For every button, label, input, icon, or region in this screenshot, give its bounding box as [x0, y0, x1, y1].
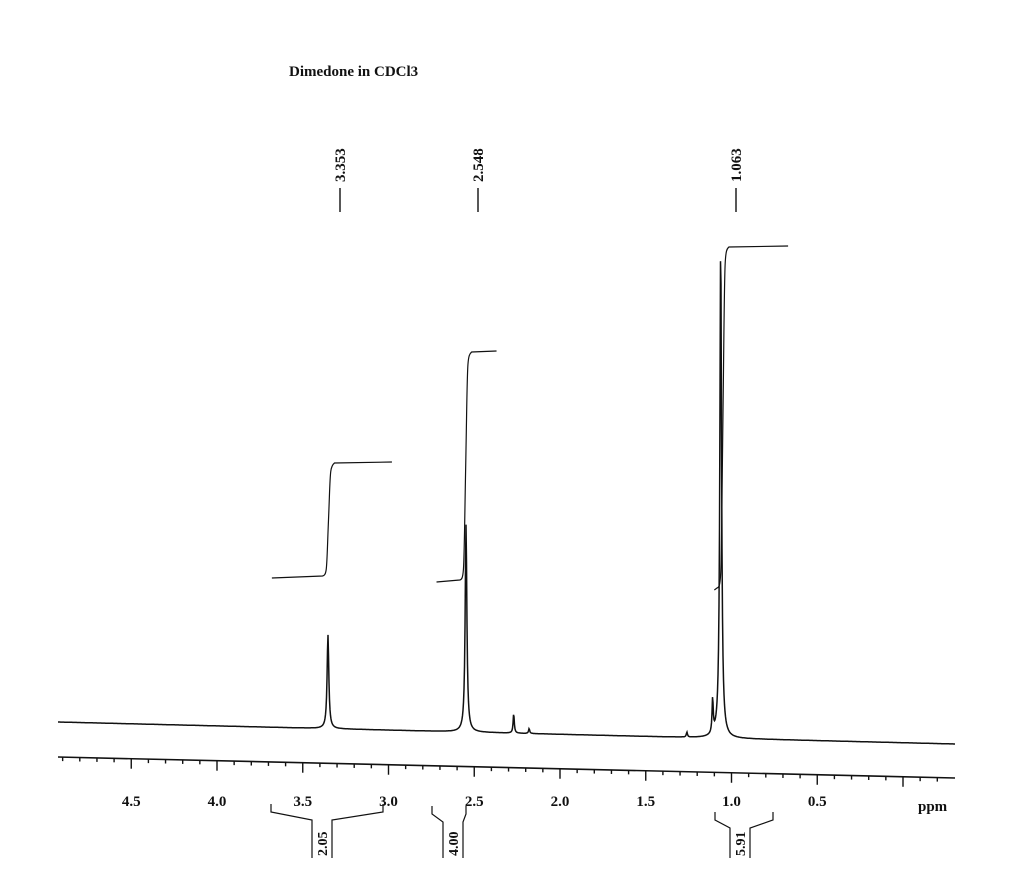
- x-axis-unit-label: ppm: [918, 799, 948, 815]
- x-axis-line: [57, 756, 956, 779]
- spectrum-trace: [58, 261, 955, 745]
- integration-curve: [271, 461, 392, 579]
- x-tick-label: 2.5: [465, 794, 484, 810]
- integral-labels: 2.05 4.00 5.91: [270, 804, 774, 858]
- integral-bracket: [270, 804, 384, 858]
- peak-shift-label: 2.548: [471, 148, 487, 182]
- integral-value: 4.00: [447, 832, 462, 857]
- x-tick-label: 4.0: [208, 794, 227, 810]
- integral-bracket: [714, 812, 774, 858]
- x-tick-label: 3.0: [379, 794, 398, 810]
- x-tick-label: 4.5: [122, 794, 141, 810]
- peak-labels: 3.353 2.548 1.063: [333, 148, 745, 212]
- x-tick-label: 2.0: [551, 794, 570, 810]
- integral-value: 2.05: [316, 832, 331, 857]
- chart-title: Dimedone in CDCl3: [289, 64, 419, 80]
- x-tick-label: 3.5: [293, 794, 312, 810]
- integration-curve: [713, 245, 789, 591]
- x-tick-label: 1.0: [722, 794, 741, 810]
- x-tick-label: 1.5: [636, 794, 655, 810]
- spectrum-line: [58, 261, 955, 745]
- integration-curve: [436, 350, 497, 583]
- x-axis: 4.5 4.0 3.5 3.0 2.5 2.0 1.5 1.0 0.5: [57, 756, 956, 810]
- x-tick-label: 0.5: [808, 794, 827, 810]
- integral-bracket: [431, 806, 467, 858]
- integration-curves: [271, 245, 789, 591]
- integral-value: 5.91: [734, 832, 749, 857]
- peak-shift-label: 1.063: [729, 148, 745, 182]
- peak-shift-label: 3.353: [333, 148, 349, 182]
